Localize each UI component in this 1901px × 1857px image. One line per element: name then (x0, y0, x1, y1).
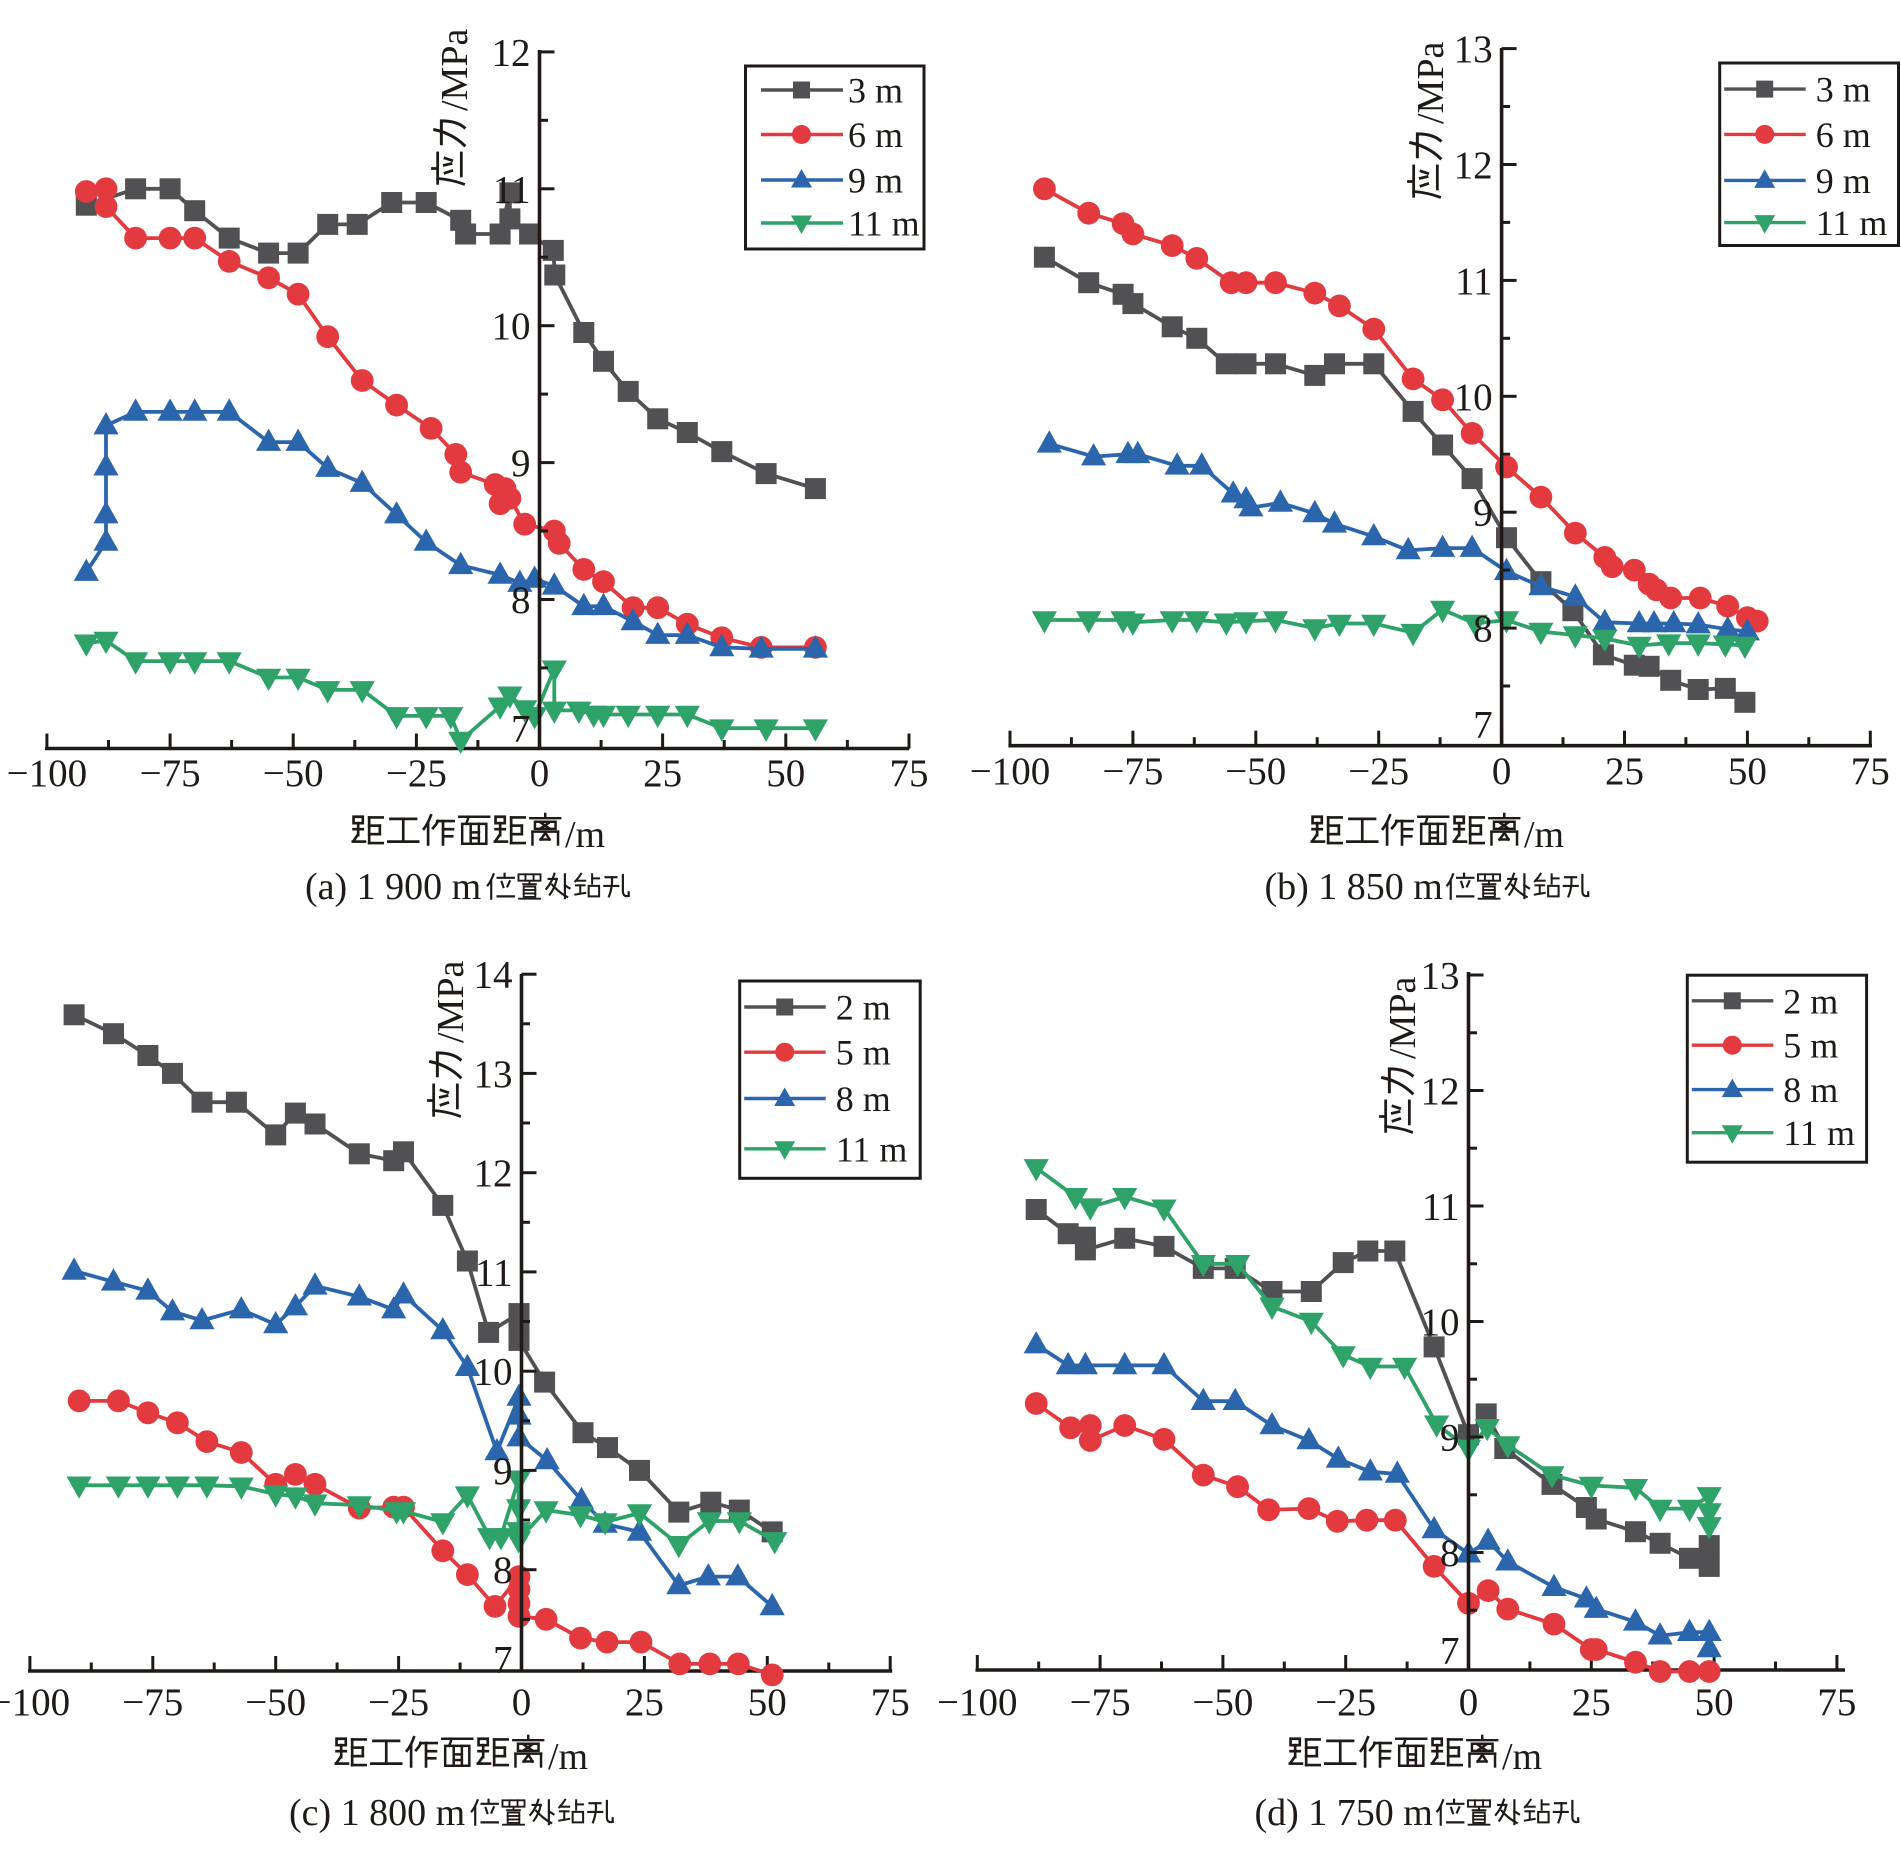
svg-text:−50: −50 (1192, 1681, 1253, 1724)
svg-text:−75: −75 (1070, 1681, 1131, 1724)
svg-text:3 m: 3 m (1816, 70, 1871, 110)
svg-text:−50: −50 (263, 752, 324, 795)
svg-text:10: 10 (1454, 376, 1493, 419)
svg-text:/MPa: /MPa (1382, 977, 1424, 1059)
svg-text:−50: −50 (245, 1681, 306, 1724)
svg-text:12: 12 (474, 1152, 513, 1195)
svg-text:−75: −75 (140, 752, 201, 795)
svg-text:50: 50 (1728, 750, 1767, 793)
svg-text:−100: −100 (970, 750, 1051, 793)
svg-text:7: 7 (1440, 1630, 1460, 1673)
svg-text:/MPa: /MPa (430, 961, 472, 1043)
svg-text:50: 50 (766, 752, 805, 795)
svg-text:12: 12 (1454, 144, 1493, 187)
svg-text:8 m: 8 m (836, 1079, 891, 1119)
svg-text:6 m: 6 m (848, 115, 903, 155)
svg-text:−25: −25 (368, 1681, 429, 1724)
svg-text:13: 13 (474, 1053, 513, 1096)
svg-text:12: 12 (1421, 1070, 1460, 1113)
svg-text:9: 9 (511, 442, 531, 485)
svg-text:8 m: 8 m (1783, 1070, 1838, 1110)
svg-text:25: 25 (625, 1681, 664, 1724)
svg-text:−100: −100 (937, 1681, 1018, 1724)
svg-text:0: 0 (530, 752, 550, 795)
svg-text:25: 25 (643, 752, 682, 795)
svg-text:75: 75 (1817, 1681, 1856, 1724)
svg-text:/MPa: /MPa (1410, 42, 1452, 124)
svg-text:75: 75 (890, 752, 929, 795)
svg-text:−75: −75 (1102, 750, 1163, 793)
svg-text:6 m: 6 m (1816, 115, 1871, 155)
svg-text:2 m: 2 m (836, 988, 891, 1028)
svg-text:11 m: 11 m (1816, 203, 1888, 243)
svg-text:75: 75 (871, 1681, 910, 1724)
svg-text:7: 7 (511, 708, 531, 751)
svg-text:12: 12 (492, 31, 531, 74)
svg-text:/m: /m (548, 1736, 588, 1778)
svg-text:0: 0 (512, 1681, 532, 1724)
svg-text:/m: /m (565, 814, 605, 856)
svg-text:9: 9 (493, 1450, 513, 1493)
svg-text:(d) 1 750 m: (d) 1 750 m (1255, 1792, 1433, 1834)
svg-text:11: 11 (475, 1251, 513, 1294)
svg-text:10: 10 (492, 305, 531, 348)
svg-text:8: 8 (511, 579, 531, 622)
svg-text:9: 9 (1440, 1417, 1460, 1460)
svg-text:−25: −25 (386, 752, 447, 795)
svg-text:/MPa: /MPa (434, 29, 476, 111)
svg-text:10: 10 (1421, 1301, 1460, 1344)
svg-text:9: 9 (1473, 492, 1493, 535)
svg-text:3 m: 3 m (848, 71, 903, 111)
svg-text:(a) 1 900 m: (a) 1 900 m (305, 866, 481, 908)
svg-text:13: 13 (1421, 955, 1460, 998)
svg-text:−25: −25 (1315, 1681, 1376, 1724)
svg-text:−75: −75 (122, 1681, 183, 1724)
svg-text:−100: −100 (0, 1681, 70, 1724)
svg-text:50: 50 (748, 1681, 787, 1724)
svg-text:(c) 1 800 m: (c) 1 800 m (289, 1792, 465, 1834)
svg-text:7: 7 (1473, 704, 1493, 747)
svg-text:0: 0 (1492, 750, 1512, 793)
svg-text:2 m: 2 m (1783, 981, 1838, 1021)
svg-text:0: 0 (1459, 1681, 1479, 1724)
svg-text:8: 8 (1473, 608, 1493, 651)
svg-text:5 m: 5 m (1783, 1026, 1838, 1066)
svg-text:7: 7 (493, 1638, 513, 1681)
svg-text:13: 13 (1454, 28, 1493, 71)
svg-text:75: 75 (1851, 750, 1890, 793)
svg-text:9 m: 9 m (848, 161, 903, 201)
svg-text:8: 8 (493, 1549, 513, 1592)
svg-text:−25: −25 (1348, 750, 1409, 793)
svg-text:8: 8 (1440, 1532, 1460, 1575)
svg-text:/m: /m (1524, 814, 1564, 856)
svg-text:(b) 1 850 m: (b) 1 850 m (1265, 866, 1443, 908)
svg-text:5 m: 5 m (836, 1033, 891, 1073)
svg-text:−100: −100 (7, 752, 88, 795)
svg-text:25: 25 (1605, 750, 1644, 793)
svg-text:−50: −50 (1225, 750, 1286, 793)
svg-text:25: 25 (1572, 1681, 1611, 1724)
svg-text:/m: /m (1502, 1736, 1542, 1778)
svg-text:9 m: 9 m (1816, 161, 1871, 201)
svg-text:11: 11 (493, 168, 531, 211)
svg-text:50: 50 (1695, 1681, 1734, 1724)
svg-text:11 m: 11 m (848, 204, 920, 244)
svg-text:11 m: 11 m (836, 1129, 908, 1169)
svg-text:14: 14 (474, 954, 513, 997)
svg-text:10: 10 (474, 1351, 513, 1394)
svg-text:11 m: 11 m (1783, 1113, 1855, 1153)
svg-text:11: 11 (1422, 1186, 1460, 1229)
svg-text:11: 11 (1455, 260, 1493, 303)
